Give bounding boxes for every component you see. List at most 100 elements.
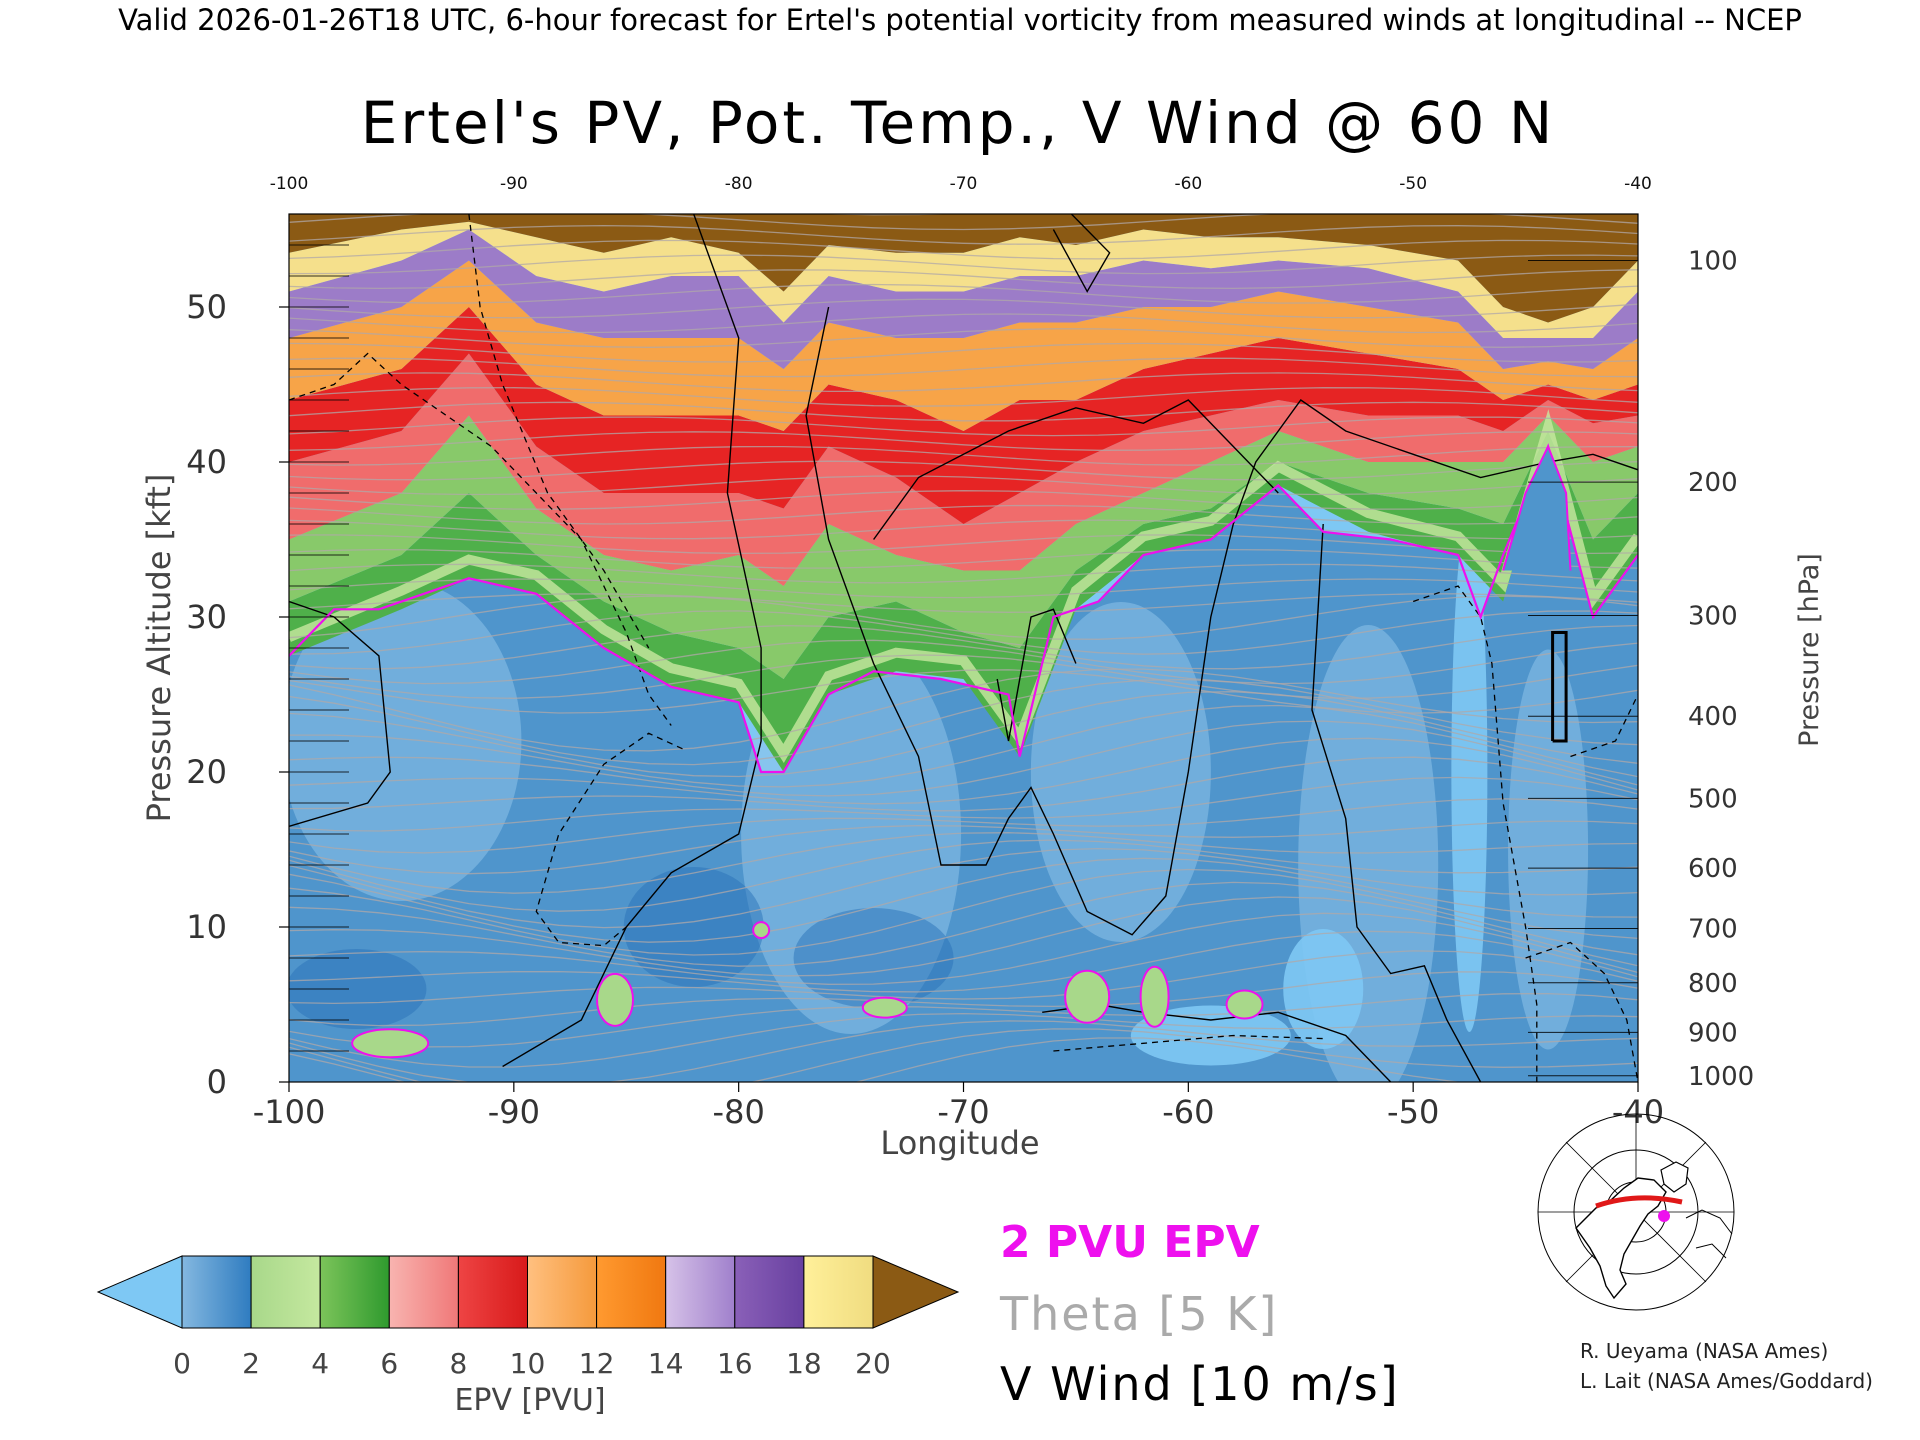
pressure-tick-label: 800 [1688, 969, 1738, 999]
pv-band-edge [289, 409, 1638, 763]
theta-line [289, 401, 1638, 422]
theta-line [289, 1037, 1463, 1082]
pv-band-6 [289, 221, 1638, 338]
theta-line [289, 519, 1638, 540]
theta-line [289, 992, 1638, 1048]
pressure-tick-label: 700 [1688, 915, 1738, 945]
colorbar-segment [457, 1255, 528, 1329]
colorbar-tick-label: 20 [855, 1347, 891, 1380]
vwind-contour-dashed [289, 352, 672, 726]
theta-line [289, 548, 1638, 569]
theta-line [289, 930, 1638, 993]
colorbar-tick-label: 6 [380, 1347, 398, 1380]
colorbar-under-arrow [96, 1255, 183, 1329]
theta-line [289, 971, 1638, 1027]
theta-line [289, 798, 1638, 854]
pv-blob [861, 996, 908, 1019]
theta-line [289, 1020, 1638, 1082]
theta-line [289, 593, 1638, 613]
mid-pv-patch [793, 908, 954, 1008]
theta-line [289, 387, 1638, 407]
y-axis-label: Pressure Altitude [kft] [140, 474, 178, 823]
theta-line [289, 857, 1638, 943]
y-tick-label: 0 [207, 1063, 227, 1101]
theta-line [289, 342, 1638, 363]
vwind-contour-solid [873, 399, 1279, 540]
pressure-tick-label: 200 [1688, 468, 1738, 498]
colorbar-segment [527, 1255, 598, 1329]
colorbar-segment [388, 1255, 459, 1329]
legend-vwind: V Wind [10 m/s] [1000, 1357, 1400, 1411]
map-location-marker [1658, 1210, 1670, 1222]
vwind-contour-dashed [535, 732, 683, 947]
theta-line [289, 776, 1638, 832]
x-tick-label: -40 [1612, 1093, 1664, 1131]
theta-line [289, 534, 1638, 555]
vwind-contour-solid [996, 608, 1077, 742]
theta-line [289, 372, 1638, 393]
theta-line [289, 490, 1638, 510]
top-tick-label: -90 [500, 174, 528, 194]
theta-line [289, 1012, 1638, 1068]
pv-blob [596, 972, 635, 1027]
vwind-contour-solid [1052, 214, 1111, 293]
pv-band-1 [289, 415, 1638, 679]
pv-blob [1139, 965, 1170, 1028]
theta-line [289, 912, 1638, 985]
x-tick-label: -100 [253, 1093, 326, 1131]
top-tick-label: -50 [1399, 174, 1427, 194]
colorbar-tick-label: 16 [717, 1347, 753, 1380]
theta-line [289, 868, 1638, 956]
y-tick-label: 40 [186, 443, 227, 481]
theta-line [289, 654, 1638, 699]
legend-theta: Theta [5 K] [999, 1287, 1278, 1341]
colorbar-tick-label: 8 [449, 1347, 467, 1380]
pressure-axis-label: Pressure [hPa] [1794, 553, 1825, 747]
vwind-contour-closed [1551, 631, 1568, 743]
theta-line [289, 239, 1638, 260]
pressure-tick-label: 1000 [1688, 1062, 1754, 1092]
pv-blob [752, 921, 771, 940]
theta-line [814, 214, 965, 216]
theta-line [289, 504, 1638, 525]
colorbar-tick-label: 14 [648, 1347, 684, 1380]
theta-line [289, 283, 1638, 304]
top-tick-label: -60 [1174, 174, 1202, 194]
theta-line [289, 896, 1638, 977]
vwind-contour-dashed [468, 214, 650, 649]
theta-line [289, 639, 1638, 685]
colorbar-segment [250, 1255, 321, 1329]
theta-line [289, 839, 1638, 912]
vwind-contour-dashed [1412, 585, 1538, 1082]
theta-line [289, 756, 1638, 812]
theta-line [289, 669, 1638, 714]
tropopause-fold [1502, 443, 1572, 571]
theta-line [289, 832, 1638, 894]
theta-line [289, 881, 1638, 967]
colorbar-over-arrow [872, 1255, 960, 1329]
theta-line [289, 678, 1638, 766]
colorbar-segment [596, 1255, 667, 1329]
vwind-contour-dashed [1570, 694, 1638, 758]
pressure-tick-label: 400 [1688, 702, 1738, 732]
map-section-track [1595, 1195, 1683, 1209]
colorbar-tick-label: 2 [242, 1347, 260, 1380]
chart-title: Ertel's PV, Pot. Temp., V Wind @ 60 N [361, 89, 1555, 157]
theta-line [289, 214, 1638, 231]
low-pv-patch [289, 581, 522, 901]
theta-line [289, 610, 1638, 655]
top-tick-label: -100 [270, 174, 309, 194]
x-tick-label: -90 [488, 1093, 540, 1131]
theta-line [289, 460, 1638, 481]
theta-line [289, 269, 1638, 290]
theta-line [289, 313, 1638, 334]
theta-line [289, 737, 1638, 805]
theta-line [289, 668, 1638, 752]
theta-line [289, 224, 1638, 245]
colorbar-segment [734, 1255, 805, 1329]
theta-line [289, 950, 1638, 1005]
credit-ueyama: R. Ueyama (NASA Ames) [1580, 1339, 1828, 1363]
vwind-contour-solid [289, 600, 391, 827]
top-tick-label: -40 [1624, 174, 1652, 194]
plot-area: -100 -90 -80 -70 -60 -50 -40 -100 -90 -80 -70 -60 -5… [186, 174, 1754, 1131]
